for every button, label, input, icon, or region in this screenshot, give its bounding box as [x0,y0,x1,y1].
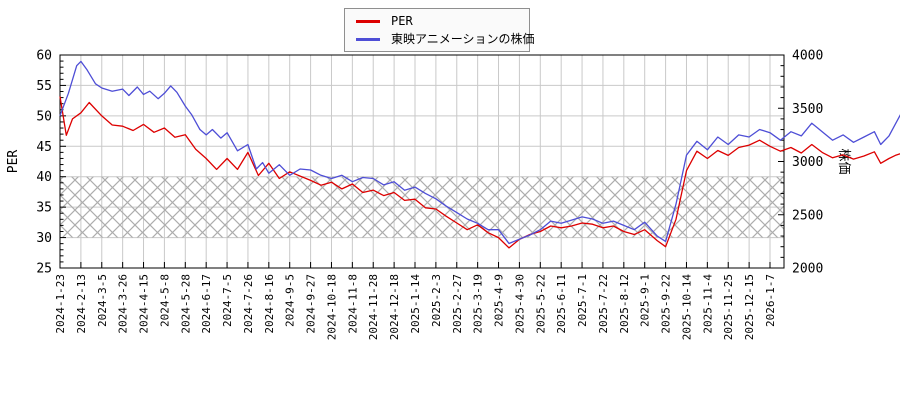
x-tick-label: 2024-7-5 [221,274,234,327]
x-tick-label: 2024-3-5 [96,274,109,327]
x-tick-label: 2026-1-7 [764,274,777,327]
y-right-tick-label: 2000 [792,262,823,277]
y-right-tick-label: 3000 [792,155,823,170]
legend-item-per: PER [345,12,529,30]
x-tick-label: 2024-6-17 [200,274,213,334]
axis-tick-labels: 25 30 35 40 45 50 55 60 2000 2500 3000 3500 4000 2024… [36,49,823,341]
x-tick-label: 2025-4-9 [493,274,506,327]
y-left-axis-title: PER [6,150,21,174]
x-tick-label: 2025-2-27 [451,274,464,334]
x-tick-label: 2025-10-14 [680,274,693,341]
legend-line-sample-stock-price [356,37,380,41]
per-hatched-band [60,176,784,238]
x-tick-label: 2025-9-1 [639,274,652,327]
x-tick-label: 2024-5-8 [158,274,171,327]
x-tick-label: 2024-4-15 [138,274,151,334]
x-tick-label: 2025-4-30 [513,274,526,334]
x-tick-label: 2025-9-22 [660,274,673,334]
legend-label-stock-price: 東映アニメーションの株価 [391,32,535,46]
x-tick-label: 2025-8-12 [618,274,631,334]
x-tick-label: 2024-7-26 [242,274,255,334]
x-tick-label: 2025-12-15 [743,274,756,340]
x-tick-label: 2024-10-18 [325,274,338,340]
legend-line-sample-per [356,19,380,23]
y-left-tick-label: 55 [36,79,52,94]
legend-item-stock-price: 東映アニメーションの株価 [345,30,535,48]
x-tick-label: 2024-8-16 [263,274,276,334]
y-left-tick-label: 50 [36,109,52,124]
y-left-tick-label: 60 [36,49,52,64]
x-tick-label: 2024-12-18 [388,274,401,340]
x-tick-label: 2025-11-25 [722,274,735,340]
y-left-tick-label: 25 [36,262,52,277]
x-tick-label: 2025-2-3 [430,274,443,327]
x-tick-label: 2025-7-22 [597,274,610,334]
x-tick-label: 2024-5-28 [179,274,192,334]
y-left-tick-label: 35 [36,201,52,216]
stock-price-line [59,60,900,245]
y-right-tick-label: 3500 [792,102,823,117]
x-tick-label: 2025-7-1 [576,274,589,327]
per-line [59,96,900,249]
y-right-tick-label: 4000 [792,49,823,64]
tick-marks [59,54,784,269]
x-tick-label: 2024-9-5 [284,274,297,327]
x-tick-label: 2025-1-14 [409,274,422,334]
x-tick-label: 2025-6-11 [555,274,568,334]
y-left-tick-label: 40 [36,170,52,185]
x-tick-label: 2024-11-28 [367,274,380,340]
x-tick-label: 2024-2-13 [75,274,88,334]
x-tick-label: 2024-9-27 [305,274,318,334]
x-tick-label: 2024-1-23 [54,274,67,334]
y-right-tick-label: 2500 [792,208,823,223]
x-tick-label: 2025-5-22 [534,274,547,334]
y-left-tick-label: 30 [36,231,52,246]
x-tick-label: 2024-3-26 [117,274,130,334]
legend: PER 東映アニメーションの株価 [344,8,535,52]
x-tick-label: 2025-3-19 [472,274,485,334]
x-tick-label: 2025-11-4 [701,274,714,334]
legend-label-per: PER [391,14,413,28]
y-left-tick-label: 45 [36,140,52,155]
y-right-axis-title: 株価 [836,148,851,174]
x-tick-label: 2024-11-8 [346,274,359,334]
